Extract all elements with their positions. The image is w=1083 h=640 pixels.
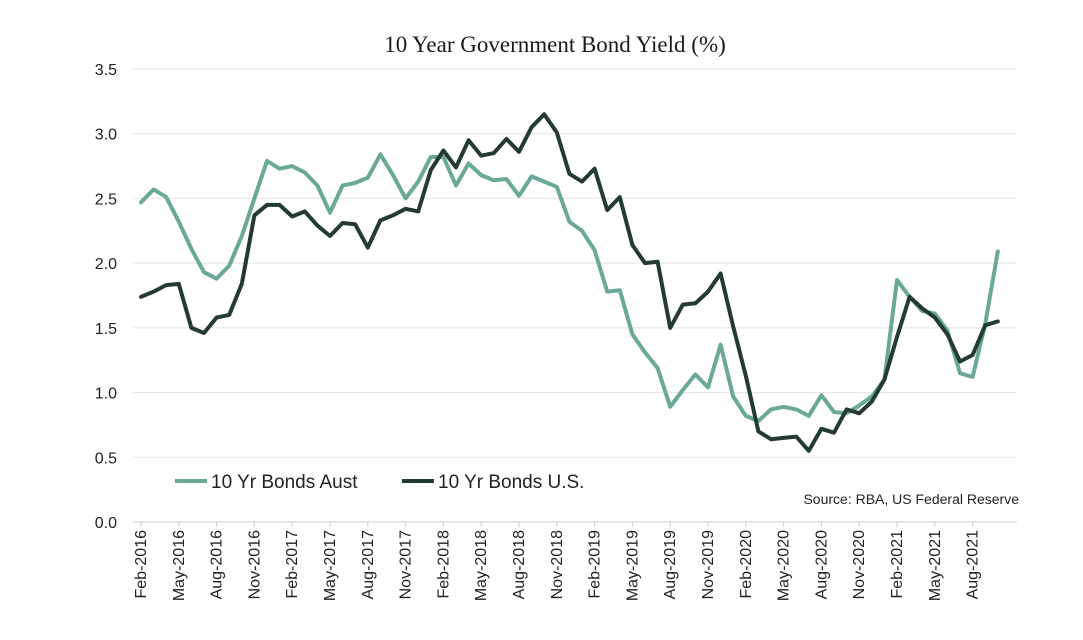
y-tick-label: 1.0 <box>95 386 117 403</box>
x-tick-label: Aug-2021 <box>965 530 982 599</box>
x-tick-label: Aug-2017 <box>360 530 377 599</box>
y-tick-label: 0.5 <box>95 450 117 467</box>
x-tick-label: Aug-2018 <box>511 530 528 599</box>
x-tick-label: May-2017 <box>322 530 339 601</box>
x-tick-label: Feb-2021 <box>889 530 906 599</box>
x-tick-label: May-2021 <box>927 530 944 601</box>
x-tick-label: May-2019 <box>624 530 641 601</box>
series-line-us <box>139 112 1000 453</box>
legend-label-aust: 10 Yr Bonds Aust <box>211 472 358 493</box>
x-tick-label: Nov-2017 <box>398 530 415 599</box>
chart-title: 10 Year Government Bond Yield (%) <box>384 32 726 57</box>
legend-label-us: 10 Yr Bonds U.S. <box>438 472 584 493</box>
x-tick-label: Feb-2016 <box>133 530 150 599</box>
x-tick-label: Aug-2019 <box>662 530 679 599</box>
source-note: Source: RBA, US Federal Reserve <box>803 491 1019 507</box>
y-axis: 0.0 0.5 1.0 1.5 2.0 2.5 3.0 3.5 <box>95 62 117 532</box>
x-tick-label: Aug-2020 <box>813 530 830 599</box>
x-tick-label: May-2018 <box>473 530 490 601</box>
series-lines <box>139 112 1000 453</box>
x-tick-label: Feb-2018 <box>435 530 452 599</box>
y-tick-label: 3.5 <box>95 62 117 79</box>
y-tick-label: 2.5 <box>95 191 117 208</box>
x-tick-label: Nov-2018 <box>549 530 566 599</box>
x-axis: Feb-2016 May-2016 Aug-2016 Nov-2016 Feb-2017… <box>133 522 982 601</box>
x-tick-label: Nov-2020 <box>851 530 868 599</box>
y-tick-label: 3.0 <box>95 127 117 144</box>
x-tick-label: Nov-2019 <box>700 530 717 599</box>
series-line-aust <box>139 152 1000 423</box>
y-tick-label: 2.0 <box>95 256 117 273</box>
gridlines <box>133 68 1017 523</box>
x-tick-label: Feb-2017 <box>284 530 301 599</box>
x-tick-label: May-2016 <box>171 530 188 601</box>
x-tick-label: Feb-2019 <box>587 530 604 599</box>
x-tick-label: Aug-2016 <box>209 530 226 599</box>
x-tick-label: Feb-2020 <box>738 530 755 599</box>
legend: 10 Yr Bonds Aust 10 Yr Bonds U.S. <box>175 472 584 493</box>
x-tick-label: Nov-2016 <box>246 530 263 599</box>
y-tick-label: 1.5 <box>95 321 117 338</box>
x-tick-label: May-2020 <box>776 530 793 601</box>
y-tick-label: 0.0 <box>95 515 117 532</box>
